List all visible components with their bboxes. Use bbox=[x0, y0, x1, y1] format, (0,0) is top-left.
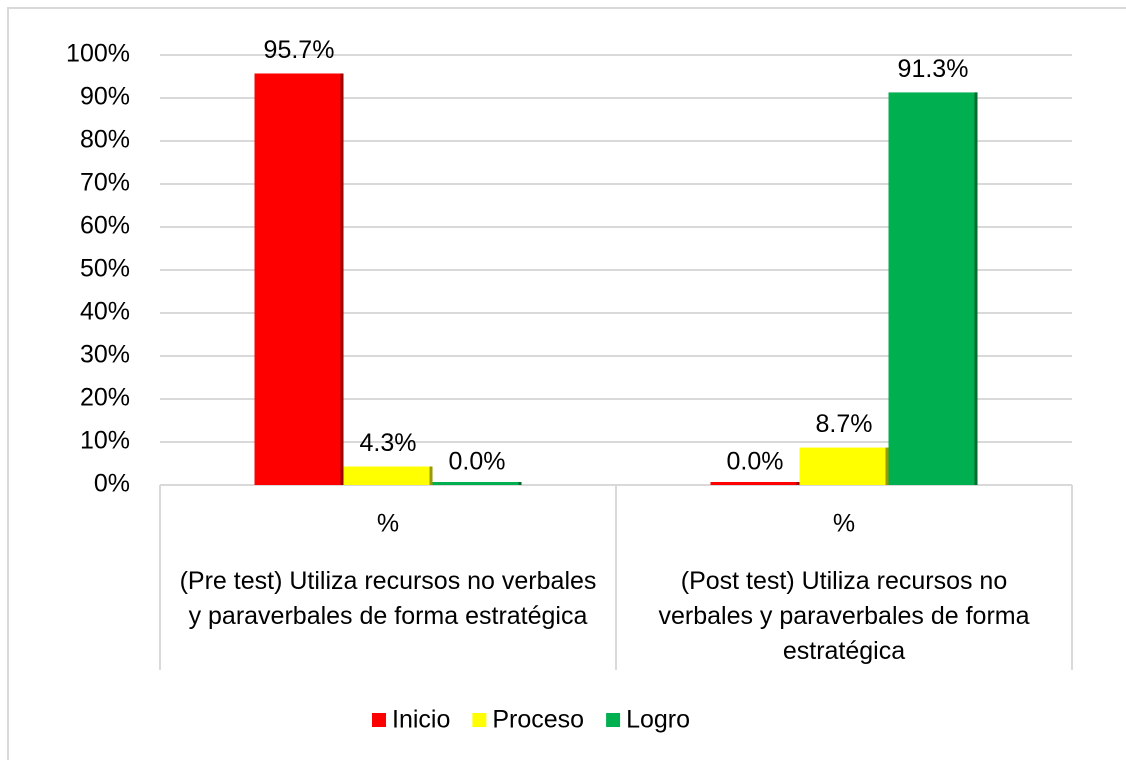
chart-border bbox=[7, 7, 1126, 760]
legend-swatch bbox=[606, 713, 621, 727]
legend-swatch bbox=[372, 713, 386, 727]
data-label: 8.7% bbox=[816, 410, 873, 438]
bar-side bbox=[885, 447, 889, 485]
bar-side bbox=[429, 466, 433, 485]
bar bbox=[888, 92, 978, 485]
x-tick-label: % bbox=[833, 510, 855, 538]
bar bbox=[343, 466, 433, 485]
legend-label: Proceso bbox=[492, 706, 584, 734]
y-tick-label: 10% bbox=[80, 427, 130, 455]
y-tick-label: 90% bbox=[80, 83, 130, 111]
category-group-label: (Pre test) Utiliza recursos no verbales … bbox=[179, 567, 597, 630]
data-label: 95.7% bbox=[264, 36, 335, 64]
y-tick-label: 50% bbox=[80, 255, 130, 283]
data-label: 0.0% bbox=[449, 448, 506, 476]
legend-swatch bbox=[472, 713, 487, 727]
bar-side bbox=[340, 73, 344, 486]
data-label: 91.3% bbox=[898, 55, 969, 83]
y-tick-label: 70% bbox=[80, 169, 130, 197]
bar-side bbox=[974, 92, 978, 485]
y-tick-label: 30% bbox=[80, 341, 130, 369]
legend-label: Inicio bbox=[392, 706, 450, 734]
y-tick-label: 0% bbox=[94, 470, 130, 498]
bar bbox=[799, 447, 889, 485]
y-tick-label: 60% bbox=[80, 212, 130, 240]
bar-side bbox=[518, 482, 522, 485]
x-tick-label: % bbox=[377, 510, 399, 538]
data-label: 0.0% bbox=[727, 448, 784, 476]
category-group-label: (Post test) Utiliza recursos no verbales… bbox=[658, 567, 1030, 665]
bar-side bbox=[796, 482, 800, 485]
y-tick-label: 80% bbox=[80, 126, 130, 154]
y-tick-label: 40% bbox=[80, 298, 130, 326]
bar bbox=[254, 73, 344, 486]
y-tick-label: 20% bbox=[80, 384, 130, 412]
data-label: 4.3% bbox=[360, 429, 417, 457]
bar bbox=[432, 482, 522, 485]
bar bbox=[710, 482, 800, 485]
y-tick-label: 100% bbox=[66, 40, 130, 68]
legend-label: Logro bbox=[626, 706, 690, 734]
